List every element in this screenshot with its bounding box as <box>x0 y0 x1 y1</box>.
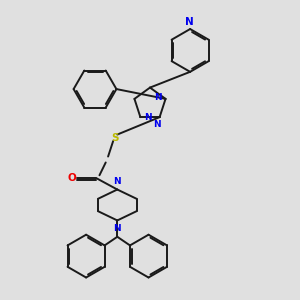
Text: S: S <box>111 133 119 142</box>
Text: N: N <box>144 113 152 122</box>
Text: N: N <box>153 120 161 129</box>
Text: N: N <box>185 17 194 27</box>
Text: N: N <box>113 224 121 233</box>
Text: N: N <box>113 177 121 186</box>
Text: N: N <box>154 93 162 102</box>
Text: O: O <box>68 173 76 183</box>
